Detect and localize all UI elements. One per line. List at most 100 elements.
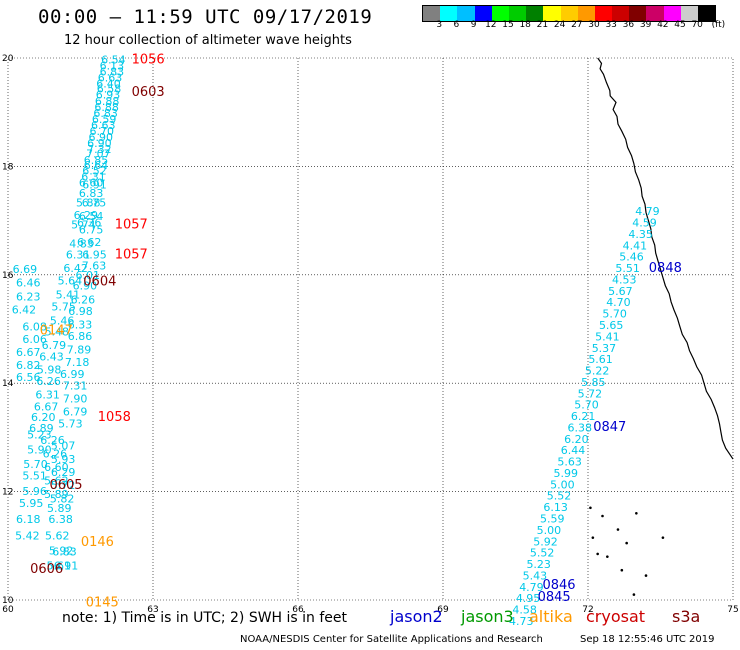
- swh-value: 6.40: [96, 77, 121, 90]
- swh-value: 6.83: [52, 546, 77, 559]
- scale-swatch: [560, 6, 578, 21]
- scale-swatch: [508, 6, 527, 21]
- swh-value: 6.26: [40, 434, 65, 447]
- swh-value: 7.90: [63, 393, 88, 406]
- color-scale-labels: 3 6 9 12 15 18 21 24 27 30 33 36 39 42 45 70 (ft): [422, 20, 740, 34]
- swh-value: 5.85: [581, 376, 606, 389]
- lon-tick-label: 63: [147, 605, 158, 615]
- pass-time: 1056: [132, 52, 165, 67]
- scale-swatch: [612, 6, 630, 21]
- legend-jason2: jason2: [390, 607, 443, 626]
- scale-swatch: [680, 6, 698, 21]
- scale-swatch: [646, 6, 664, 21]
- swh-value: 4.83: [69, 238, 94, 251]
- swh-value: 5.67: [608, 285, 633, 298]
- lat-tick-label: 16: [2, 271, 14, 281]
- swh-value: 4.59: [632, 217, 657, 230]
- swh-value: 4.73: [509, 615, 534, 628]
- swh-value: 5.51: [22, 470, 47, 483]
- pass-time: 0605: [49, 478, 82, 493]
- scale-label: 27: [571, 20, 583, 30]
- credit-timestamp: Sep 18 12:55:46 UTC 2019: [580, 634, 715, 645]
- credit-source: NOAA/NESDIS Center for Satellite Applica…: [240, 634, 543, 645]
- swh-value: 5.62: [44, 475, 69, 488]
- swh-value: 6.63: [91, 119, 116, 132]
- swh-value: 5.64: [58, 275, 83, 288]
- swh-value: 6.06: [22, 333, 47, 346]
- swh-value: 5.99: [554, 467, 579, 480]
- swh-value: 6.44: [561, 444, 586, 457]
- swh-value: 7.32: [87, 143, 112, 156]
- swh-value: 5.75: [51, 301, 76, 314]
- lon-tick-label: 66: [292, 605, 304, 615]
- scale-label: 21: [536, 20, 549, 30]
- island-dot: [589, 506, 592, 510]
- legend-cryosat: cryosat: [586, 607, 646, 626]
- swh-value: 5.89: [44, 488, 69, 501]
- pass-time: 0147: [40, 323, 73, 338]
- swh-value: 6.08: [22, 321, 47, 334]
- swh-value: 6.91: [54, 560, 79, 573]
- island-dot: [632, 593, 636, 596]
- swh-value: 5.43: [523, 569, 548, 582]
- swh-value: 5.89: [47, 502, 72, 515]
- swh-value: 5.73: [58, 418, 83, 431]
- scale-swatch: [543, 6, 561, 21]
- swh-value: 6.42: [12, 303, 37, 316]
- scale-swatch: [526, 6, 544, 21]
- island-dot: [606, 555, 609, 558]
- swh-value: 6.43: [39, 350, 64, 363]
- pass-time: 1057: [115, 218, 148, 233]
- swh-value: 4.79: [635, 205, 660, 218]
- pass-time: 0848: [649, 261, 682, 276]
- swh-value: 5.72: [578, 387, 603, 400]
- legend-altika: altika: [529, 607, 573, 626]
- swh-value: 6.31: [35, 388, 60, 401]
- swh-value: 7.63: [82, 259, 107, 272]
- swh-value: 5.96: [22, 485, 47, 498]
- swh-value: 6.54: [101, 53, 126, 66]
- swh-value: 6.26: [36, 375, 61, 388]
- swh-value: 7.07: [86, 148, 111, 161]
- swh-value: 6.26: [43, 447, 68, 460]
- pass-time: 1058: [98, 410, 131, 425]
- swh-value: 5.46: [50, 315, 75, 328]
- swh-value: 6.60: [44, 461, 69, 474]
- swh-value: 5.07: [51, 439, 76, 452]
- swh-value: 6.67: [34, 400, 59, 413]
- lon-tick-label: 60: [2, 605, 14, 615]
- swh-value: 5.59: [540, 512, 565, 525]
- swh-value: 5.92: [533, 535, 558, 548]
- swh-value: 5.42: [15, 529, 40, 542]
- map-subtitle: 12 hour collection of altimeter wave hei…: [64, 33, 352, 48]
- scale-label: 6: [453, 20, 460, 30]
- scale-label: 18: [519, 20, 531, 30]
- scale-label: 36: [622, 20, 635, 30]
- swh-value: 6.90: [87, 137, 112, 150]
- swh-value: 6.56: [16, 371, 41, 384]
- swh-value: 6.23: [16, 290, 41, 303]
- island-dot: [601, 514, 604, 518]
- axis-labels: 60 63 66 69 72 75 20 18 16 14 12 10: [2, 54, 739, 615]
- lat-tick-label: 18: [2, 162, 14, 172]
- swh-value: 5.48: [45, 326, 70, 339]
- scale-swatch: [457, 6, 475, 21]
- swh-value: 5.52: [547, 490, 572, 503]
- island-dot: [661, 536, 665, 539]
- scale-label: (ft): [711, 20, 726, 30]
- island-dot: [635, 511, 638, 515]
- map-frame: [7, 57, 734, 601]
- lon-tick-label: 72: [582, 605, 593, 615]
- swh-value: 5.52: [530, 547, 555, 560]
- swh-value: 6.91: [82, 179, 107, 192]
- swh-value: 4.79: [519, 581, 544, 594]
- swh-value: 6.88: [95, 95, 120, 108]
- swh-value: 6.64: [84, 159, 109, 172]
- swh-value: 6.62: [77, 236, 102, 249]
- scale-swatch: [629, 6, 647, 21]
- scale-label: 33: [605, 20, 617, 30]
- island-dot: [591, 536, 595, 539]
- swh-value: 6.79: [42, 339, 67, 352]
- pass-time: 0606: [30, 562, 63, 577]
- swh-value: 5.41: [595, 330, 620, 343]
